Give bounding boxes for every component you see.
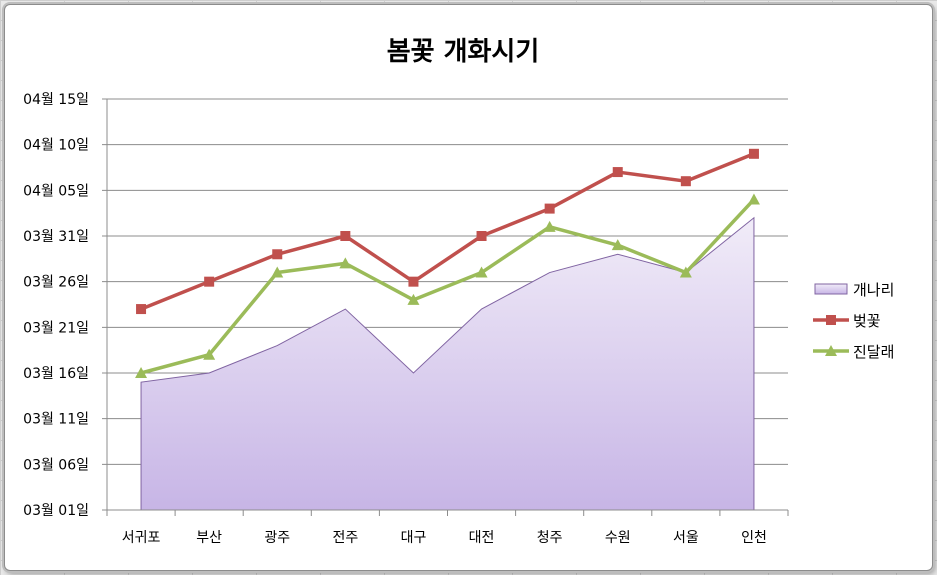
- legend-marker[interactable]: [826, 315, 836, 325]
- y-axis-tick-labels: 03월 01일 03월 06일 03월 11일 03월 16일 03월 21일 03월 2…: [23, 92, 89, 519]
- x-tick-label: 수원: [605, 530, 631, 546]
- y-tick-label: 03월 01일: [23, 503, 89, 519]
- data-point-marker[interactable]: [680, 176, 691, 187]
- data-point-marker[interactable]: [408, 276, 419, 287]
- data-point-marker[interactable]: [544, 203, 555, 214]
- area-series-layer: [140, 216, 755, 511]
- y-tick-label: 04월 05일: [23, 183, 89, 199]
- data-point-marker[interactable]: [339, 257, 352, 269]
- data-point-marker[interactable]: [679, 266, 692, 278]
- x-tick-label: 인천: [741, 530, 767, 546]
- line-series-layer: [135, 148, 760, 378]
- y-tick-label: 03월 21일: [23, 320, 89, 336]
- y-tick-label: 03월 06일: [23, 457, 89, 473]
- y-tick-label: 03월 26일: [23, 275, 89, 291]
- data-point-marker[interactable]: [136, 304, 147, 315]
- data-point-marker[interactable]: [475, 266, 488, 278]
- data-point-marker[interactable]: [747, 193, 760, 205]
- x-tick-label: 대구: [401, 530, 427, 546]
- legend-swatch: [814, 283, 848, 295]
- legend-label: 진달래: [853, 343, 894, 361]
- legend-label: 개나리: [853, 281, 894, 299]
- data-point-marker[interactable]: [271, 266, 284, 278]
- x-axis-tick-labels: 서귀포 부산 광주 전주 대구 대전 청주 수원 서울 인천: [122, 530, 767, 546]
- data-point-marker[interactable]: [204, 276, 215, 287]
- axes: [106, 99, 789, 516]
- x-tick-label: 청주: [537, 530, 563, 546]
- x-tick-label: 부산: [196, 530, 222, 546]
- y-tick-label: 03월 11일: [23, 412, 89, 428]
- data-point-marker[interactable]: [543, 220, 556, 232]
- area-series-개나리[interactable]: [140, 216, 755, 511]
- y-tick-label: 04월 10일: [23, 138, 89, 154]
- x-tick-label: 서울: [673, 530, 699, 546]
- legend-marker[interactable]: [825, 345, 837, 356]
- data-point-marker[interactable]: [340, 231, 351, 241]
- data-point-marker[interactable]: [612, 167, 623, 178]
- y-tick-label: 04월 15일: [23, 92, 89, 108]
- legend-label: 벚꽃: [853, 312, 881, 330]
- x-tick-label: 대전: [469, 530, 495, 546]
- data-point-marker[interactable]: [476, 231, 487, 241]
- data-point-marker[interactable]: [135, 367, 148, 378]
- chart-title: 봄꽃 개화시기: [387, 37, 540, 67]
- line-series-벚꽃[interactable]: [140, 152, 755, 311]
- y-tick-label: 03월 16일: [23, 366, 89, 382]
- data-point-marker[interactable]: [272, 249, 283, 260]
- data-point-marker[interactable]: [748, 148, 759, 159]
- data-point-marker[interactable]: [611, 239, 624, 251]
- data-point-marker[interactable]: [407, 293, 420, 305]
- line-series-진달래[interactable]: [140, 198, 756, 375]
- x-tick-label: 전주: [332, 530, 358, 546]
- y-tick-label: 03월 31일: [23, 229, 89, 245]
- x-tick-label: 광주: [264, 530, 290, 546]
- data-point-marker[interactable]: [203, 348, 216, 360]
- x-tick-label: 서귀포: [122, 530, 161, 546]
